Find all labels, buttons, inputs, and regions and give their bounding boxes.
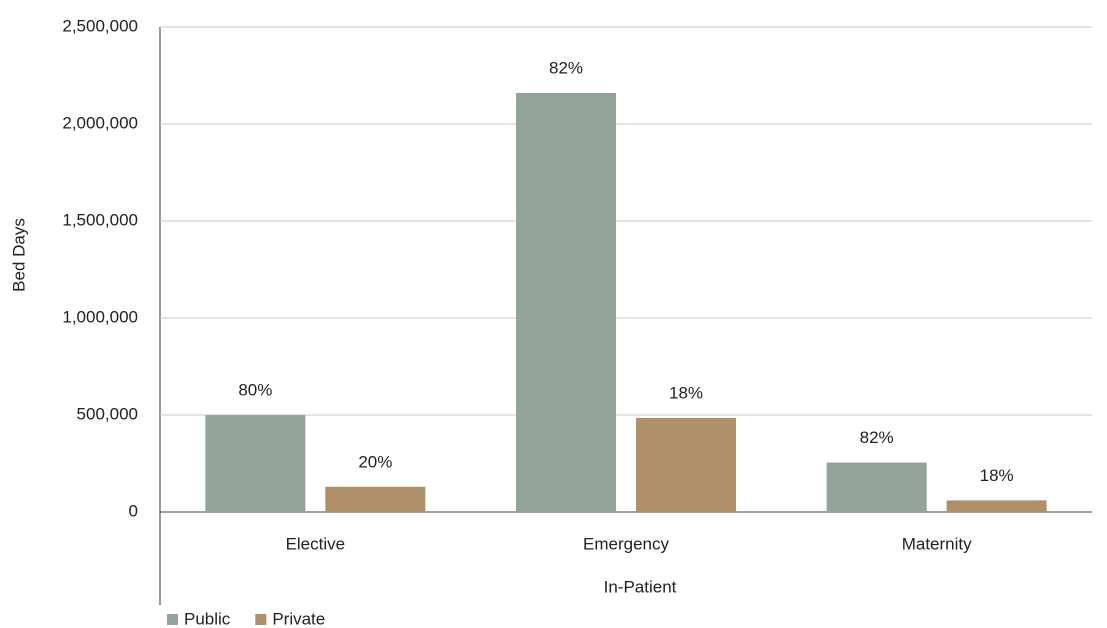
legend-label: Public [184,609,231,628]
x-tick-label: Elective [286,534,346,553]
x-tick-label: Emergency [583,534,669,553]
bar [826,462,927,512]
y-tick-label: 0 [129,501,138,520]
data-label: 18% [980,466,1014,485]
data-label: 20% [358,452,392,471]
y-tick-label: 2,000,000 [62,113,138,132]
data-label: 82% [860,428,894,447]
legend-label: Private [272,609,325,628]
data-label: 18% [669,383,703,402]
y-axis-title: Bed Days [9,218,28,292]
data-label: 82% [549,58,583,77]
bar [946,500,1047,512]
legend-swatch [167,614,178,625]
x-tick-label: Maternity [902,534,972,553]
x-axis-title: In-Patient [604,577,677,596]
y-tick-label: 500,000 [77,404,138,423]
y-tick-label: 1,000,000 [62,307,138,326]
y-tick-label: 1,500,000 [62,210,138,229]
bar [325,486,426,512]
data-label: 80% [238,380,272,399]
y-tick-label: 2,500,000 [62,16,138,35]
bar [516,92,616,513]
bar [205,415,306,512]
legend-swatch [255,614,267,625]
bar [636,417,736,512]
